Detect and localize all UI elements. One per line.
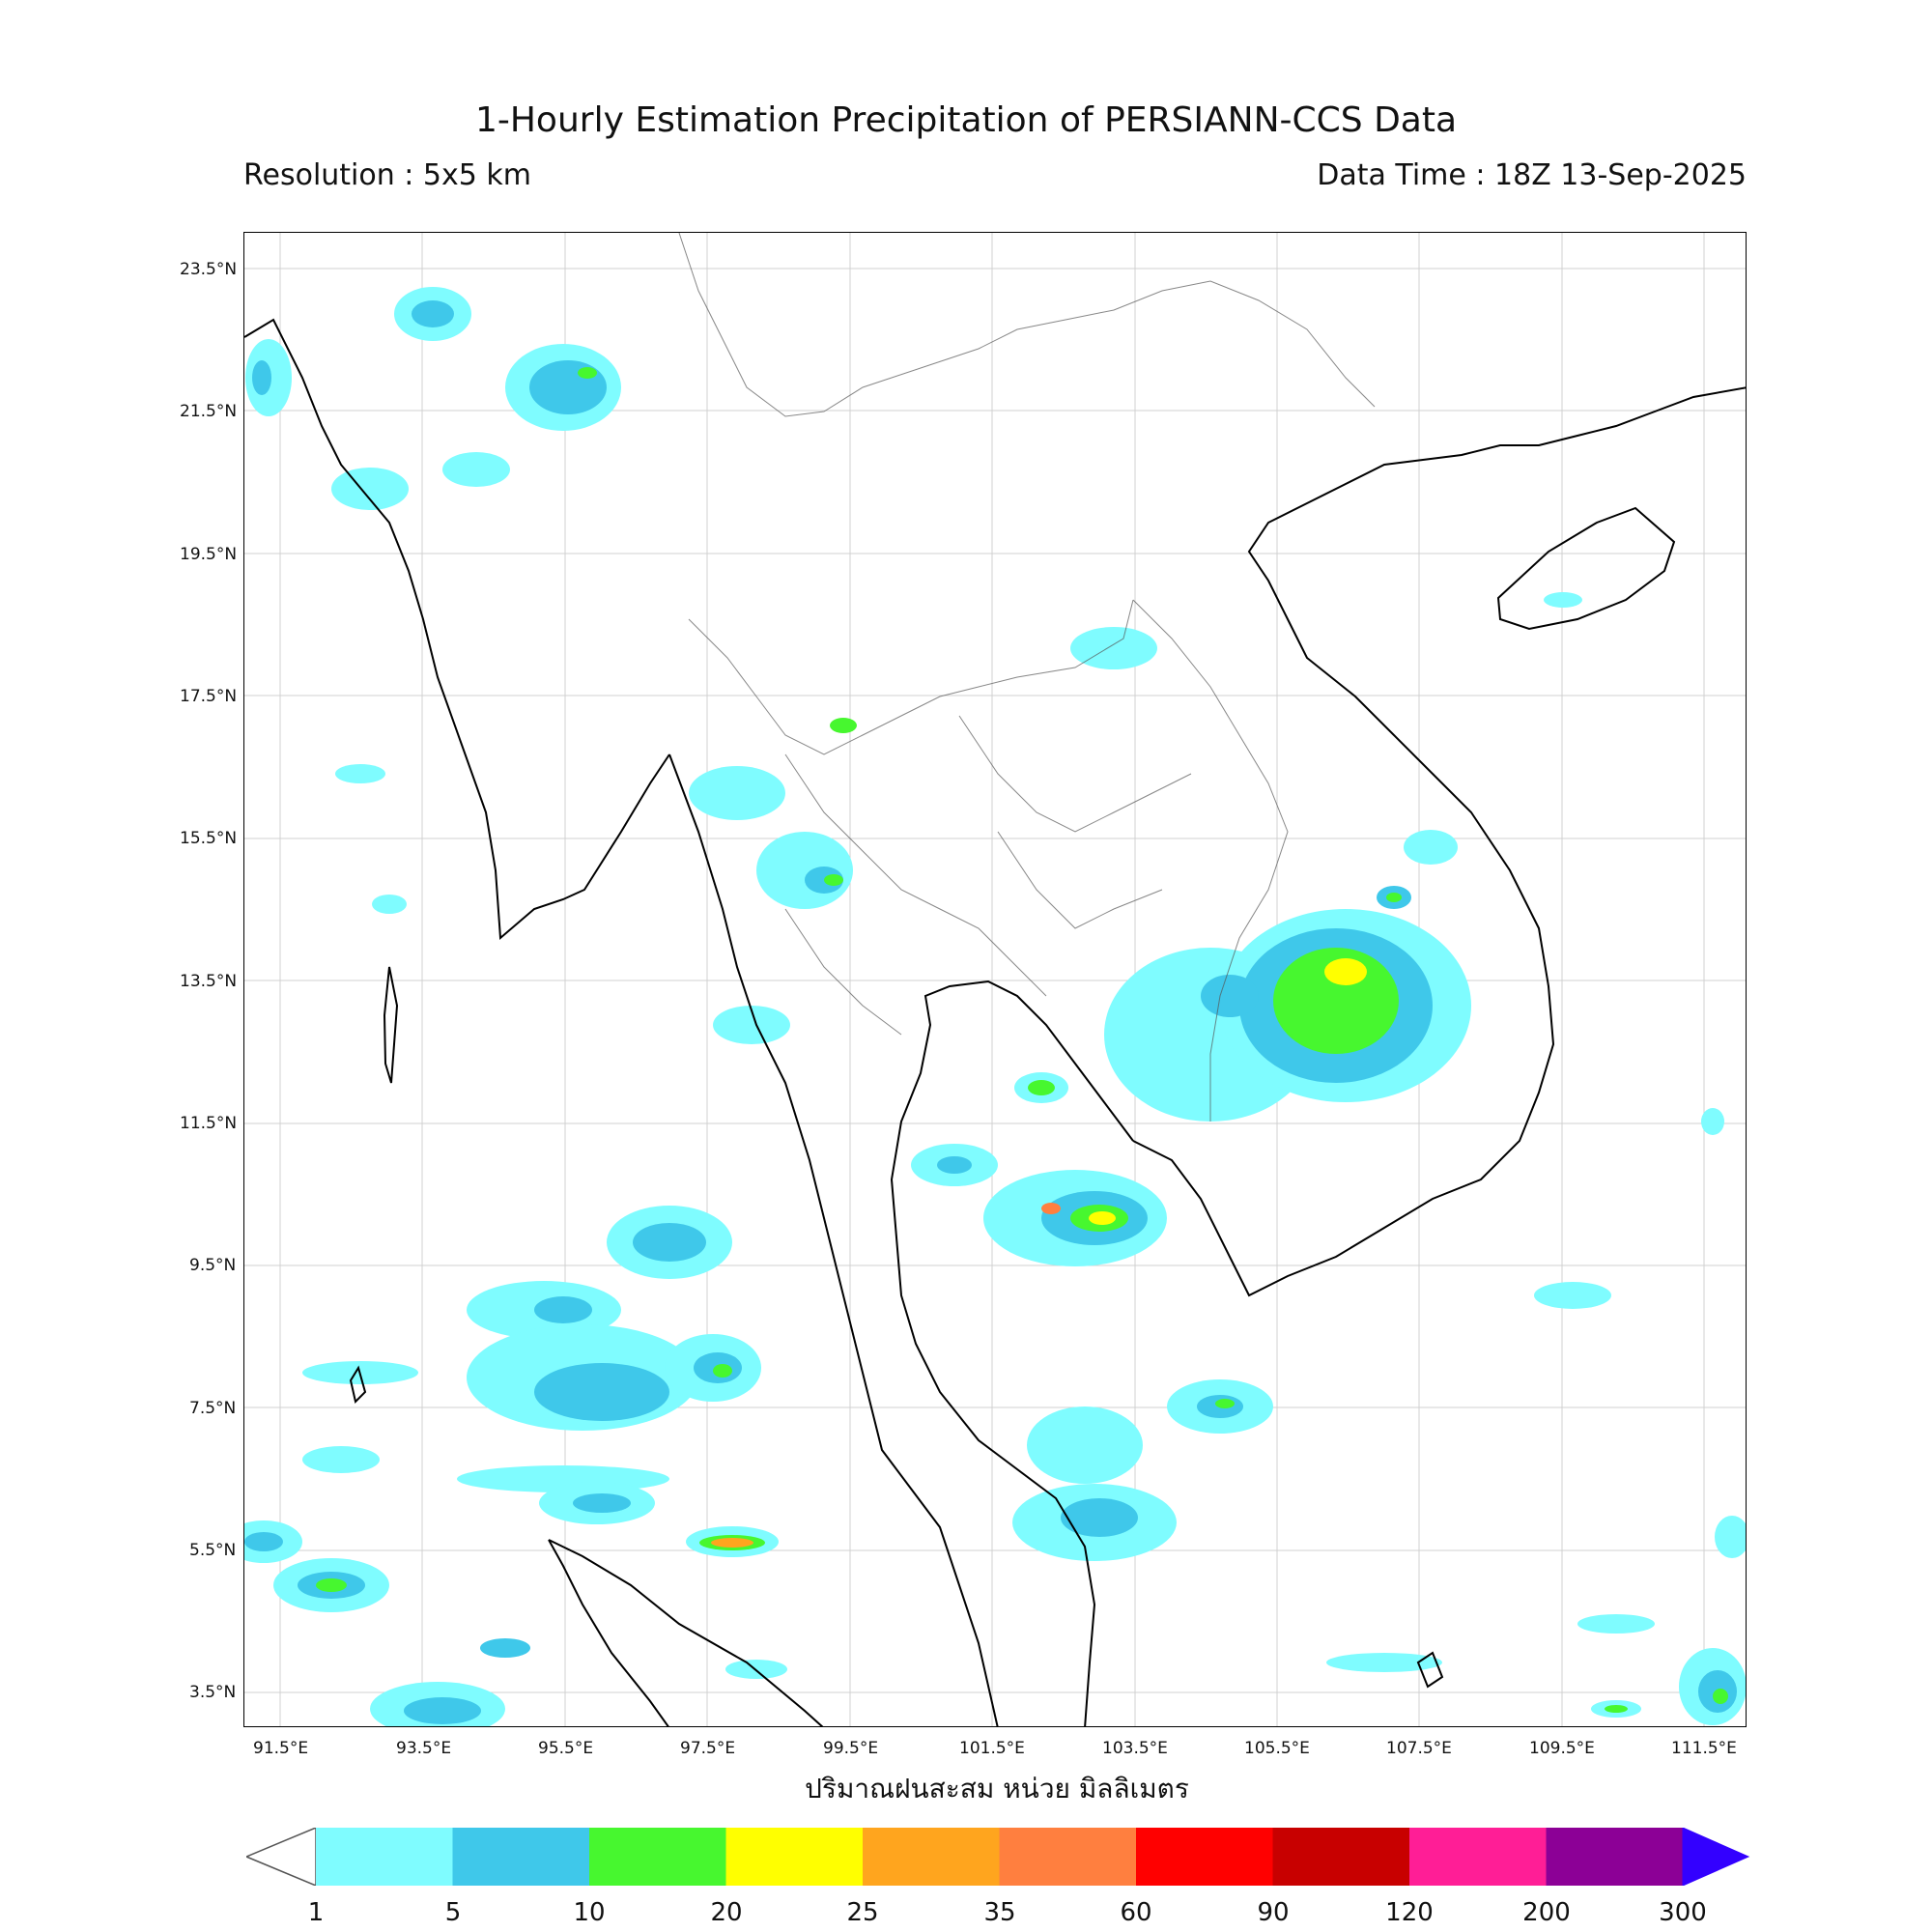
cb-tick-200: 200 — [1522, 1898, 1571, 1927]
colorbar-swatch-8 — [1409, 1828, 1547, 1886]
chart-title: 1-Hourly Estimation Precipitation of PER… — [474, 100, 1458, 140]
colorbar-swatch-6 — [1136, 1828, 1273, 1886]
coastline-layer — [244, 318, 1746, 1726]
colorbar-swatch-9 — [1546, 1828, 1684, 1886]
cb-tick-25: 25 — [846, 1898, 879, 1927]
lon-label-93-5: 93.5°E — [396, 1739, 452, 1758]
colorbar-swatch-3 — [725, 1828, 864, 1886]
cb-tick-120: 120 — [1385, 1898, 1434, 1927]
colorbar — [246, 1828, 1750, 1886]
data-time-label: Data Time : 18Z 13-Sep-2025 — [1317, 158, 1747, 192]
cb-tick-35: 35 — [983, 1898, 1016, 1927]
map-gridlines — [244, 233, 1746, 1726]
colorbar-swatch-0 — [316, 1828, 453, 1886]
lat-label-3-5: 3.5°N — [189, 1683, 237, 1702]
cb-tick-20: 20 — [710, 1898, 743, 1927]
lon-label-103-5: 103.5°E — [1102, 1739, 1168, 1758]
rain-field-layer — [244, 287, 1746, 1726]
lat-label-7-5: 7.5°N — [189, 1399, 237, 1418]
lat-label-23-5: 23.5°N — [180, 260, 238, 279]
colorbar-swatch-1 — [452, 1828, 590, 1886]
precipitation-map — [243, 232, 1747, 1727]
cb-tick-1: 1 — [307, 1898, 325, 1927]
lat-label-19-5: 19.5°N — [180, 545, 238, 564]
lat-label-13-5: 13.5°N — [180, 972, 238, 991]
lat-label-17-5: 17.5°N — [180, 687, 238, 706]
cb-tick-90: 90 — [1257, 1898, 1290, 1927]
colorbar-low-arrow — [246, 1828, 317, 1886]
lon-label-105-5: 105.5°E — [1244, 1739, 1310, 1758]
lon-label-95-5: 95.5°E — [538, 1739, 594, 1758]
colorbar-swatch-4 — [863, 1828, 1000, 1886]
lon-label-107-5: 107.5°E — [1386, 1739, 1452, 1758]
cb-tick-5: 5 — [444, 1898, 462, 1927]
lon-label-111-5: 111.5°E — [1671, 1739, 1737, 1758]
lon-label-97-5: 97.5°E — [680, 1739, 736, 1758]
colorbar-swatch-5 — [999, 1828, 1137, 1886]
map-canvas — [244, 233, 1746, 1726]
lat-label-5-5: 5.5°N — [189, 1541, 237, 1560]
lon-label-109-5: 109.5°E — [1529, 1739, 1595, 1758]
cb-tick-60: 60 — [1120, 1898, 1152, 1927]
colorbar-swatch-7 — [1272, 1828, 1410, 1886]
lat-label-15-5: 15.5°N — [180, 829, 238, 848]
lon-label-99-5: 99.5°E — [823, 1739, 879, 1758]
border-layer — [678, 233, 1376, 1122]
lon-label-91-5: 91.5°E — [253, 1739, 309, 1758]
cb-tick-300: 300 — [1659, 1898, 1707, 1927]
lat-label-11-5: 11.5°N — [180, 1114, 238, 1133]
lat-label-9-5: 9.5°N — [189, 1256, 237, 1275]
cb-tick-10: 10 — [573, 1898, 606, 1927]
lat-label-21-5: 21.5°N — [180, 402, 238, 421]
resolution-label: Resolution : 5x5 km — [243, 158, 531, 192]
colorbar-swatches — [316, 1828, 1684, 1886]
lon-label-101-5: 101.5°E — [959, 1739, 1025, 1758]
unit-label: ปริมาณฝนสะสม หน่วย มิลลิเมตร — [805, 1773, 1189, 1804]
colorbar-high-arrow — [1682, 1828, 1750, 1886]
colorbar-swatch-2 — [589, 1828, 726, 1886]
